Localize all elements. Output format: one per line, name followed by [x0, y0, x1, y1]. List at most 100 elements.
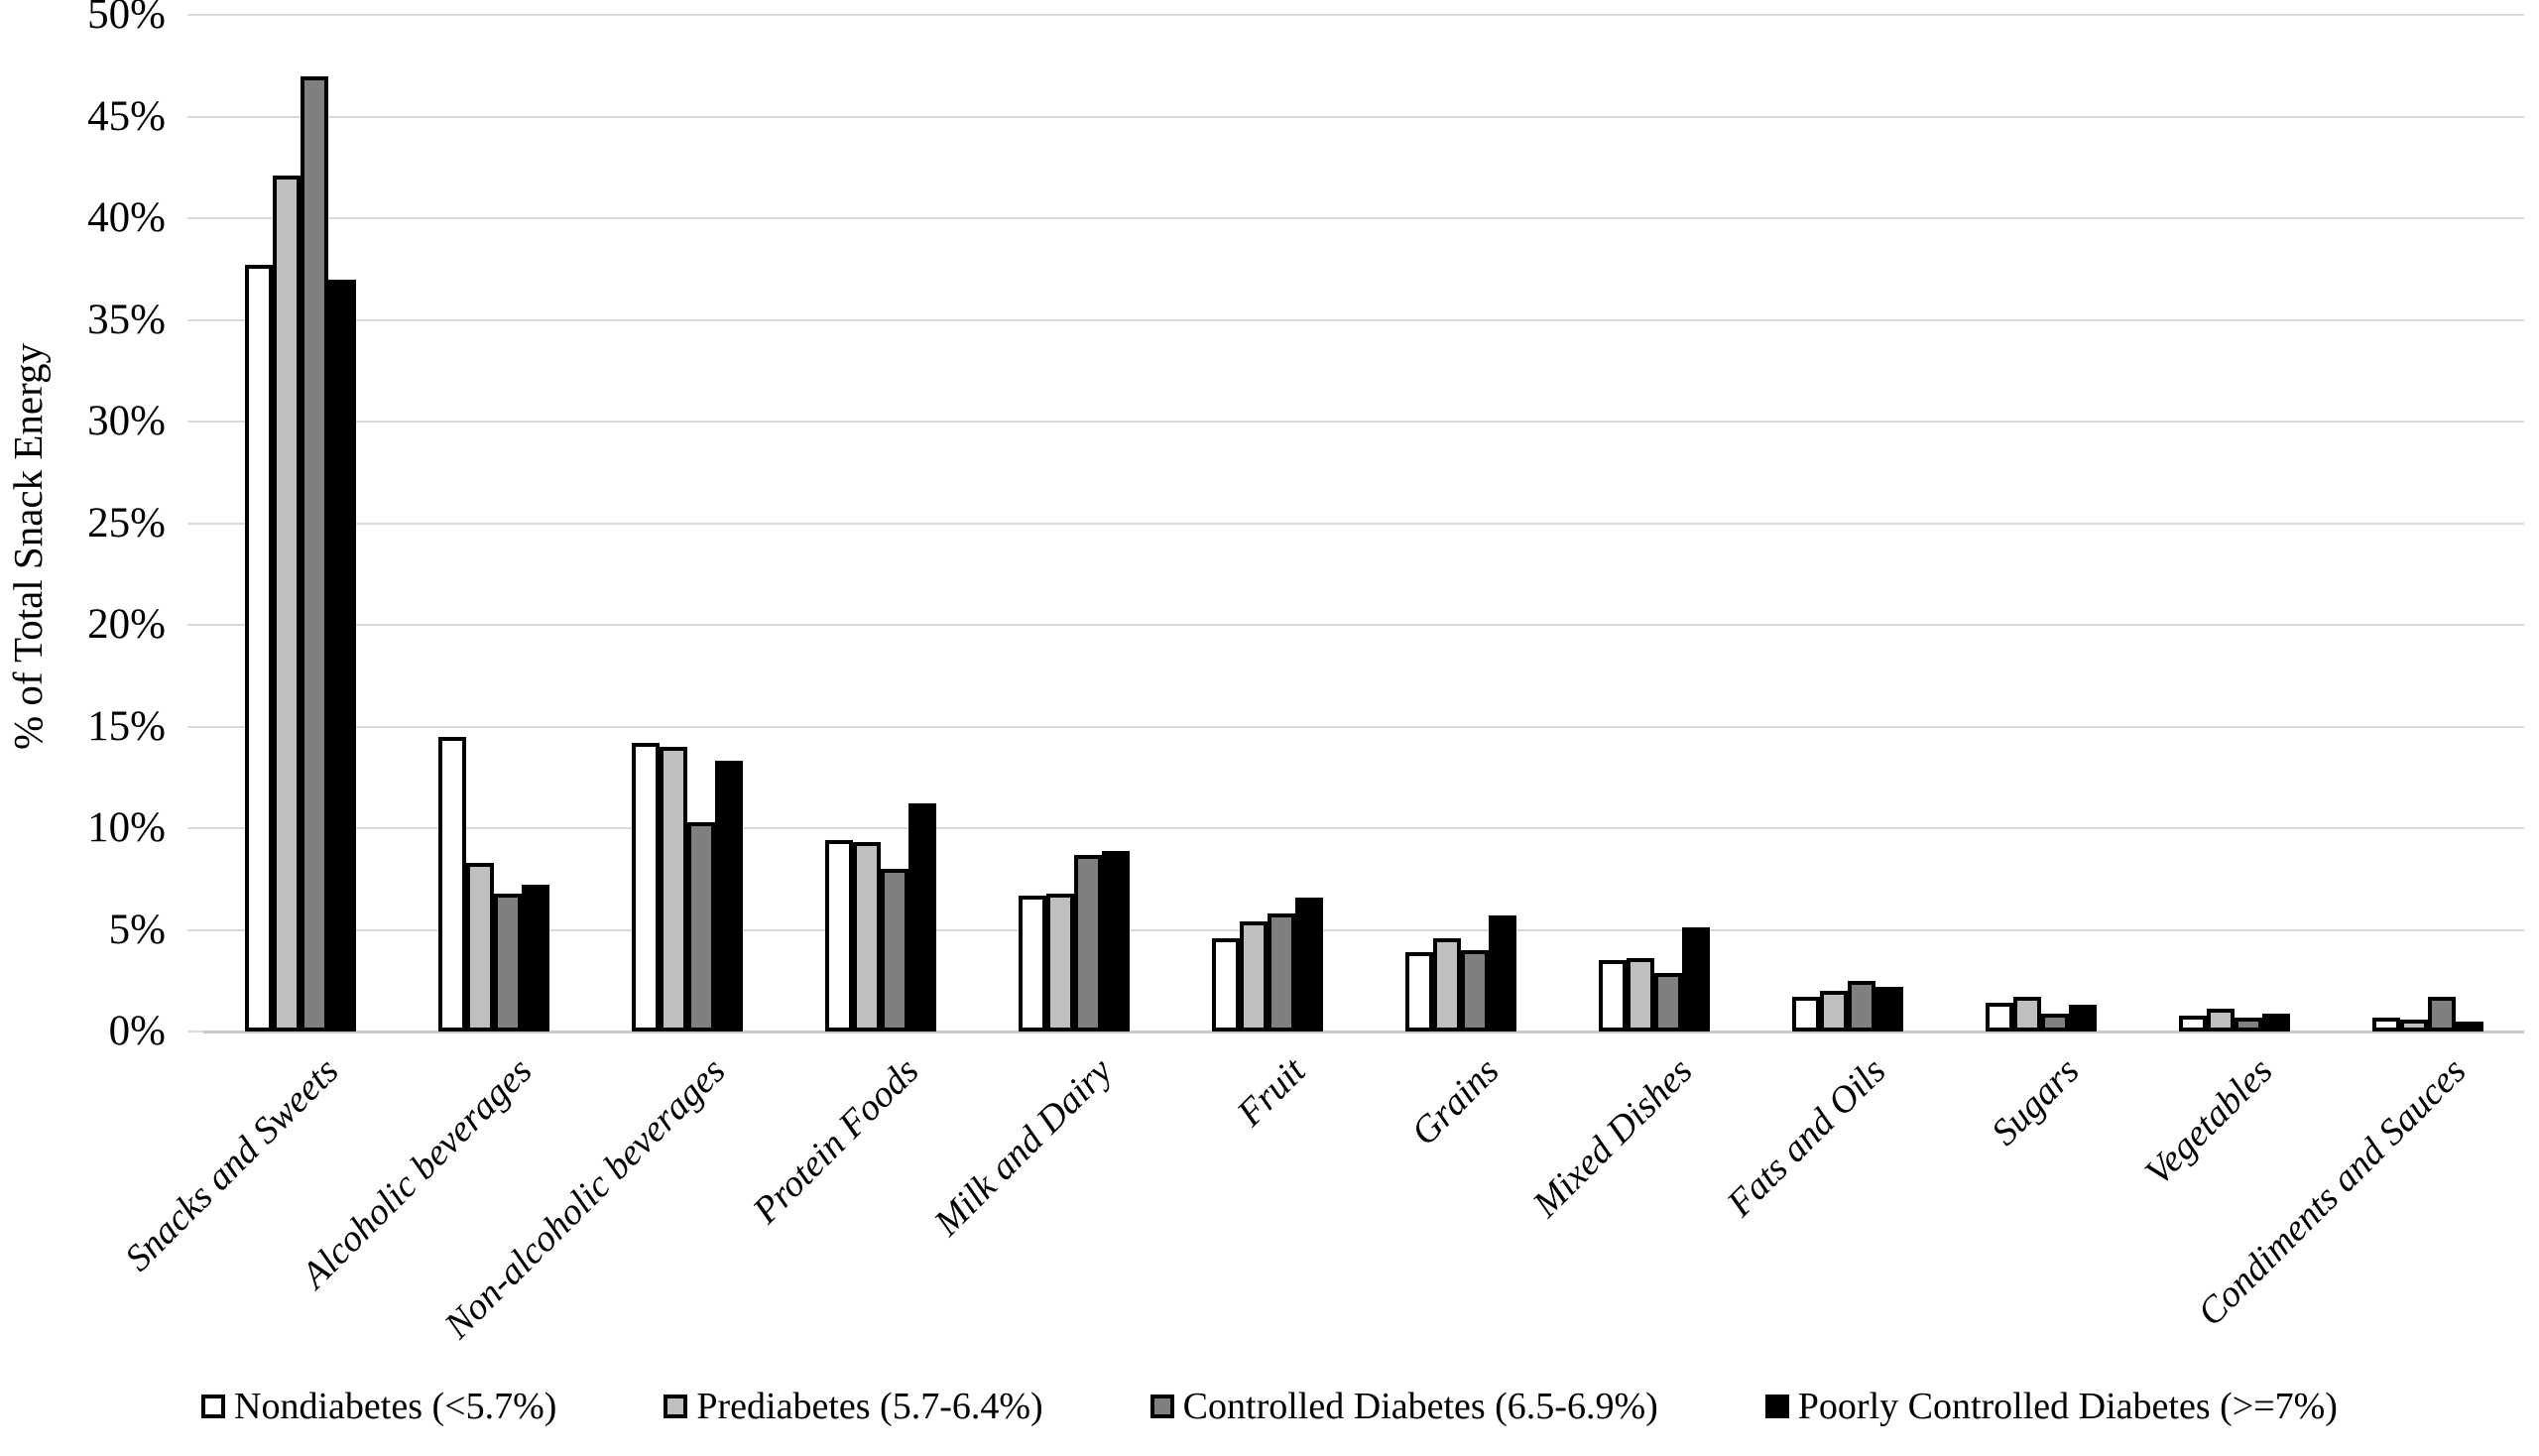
- bar: [1847, 980, 1875, 1031]
- bar: [2261, 1013, 2290, 1031]
- bar: [493, 893, 522, 1031]
- legend-item: Controlled Diabetes (6.5-6.9%): [1149, 1385, 1658, 1428]
- bar: [686, 821, 715, 1031]
- y-tick-mark: [187, 928, 203, 931]
- legend-marker: [664, 1395, 688, 1418]
- bar: [824, 840, 853, 1031]
- bar: [1239, 921, 1268, 1031]
- y-tick-mark: [187, 827, 203, 829]
- bar: [1018, 895, 1046, 1031]
- y-tick-label: 15%: [87, 702, 166, 750]
- bar: [2178, 1015, 2207, 1031]
- bar: [2399, 1019, 2428, 1031]
- legend-item: Prediabetes (5.7-6.4%): [664, 1385, 1043, 1428]
- x-category-label: Mixed Dishes: [1524, 1049, 1700, 1226]
- bar: [852, 842, 881, 1031]
- legend-item: Nondiabetes (<5.7%): [201, 1385, 556, 1428]
- bar: [1267, 913, 1295, 1031]
- bar: [2040, 1013, 2069, 1031]
- x-category-label: Milk and Dairy: [925, 1049, 1120, 1245]
- bar: [1045, 893, 1074, 1031]
- plot-area: [203, 14, 2524, 1033]
- bar: [1211, 937, 1240, 1031]
- bar: [244, 265, 273, 1031]
- y-tick-label: 40%: [87, 194, 166, 241]
- y-tick-label: 35%: [87, 296, 166, 343]
- y-tick-mark: [187, 522, 203, 525]
- bar: [2371, 1017, 2400, 1031]
- gridline: [203, 217, 2524, 219]
- legend-marker: [1764, 1395, 1789, 1418]
- x-category-label: Grains: [1402, 1049, 1507, 1154]
- bar: [327, 279, 356, 1031]
- bar: [2012, 997, 2041, 1031]
- gridline: [203, 725, 2524, 728]
- bar: [1626, 958, 1654, 1031]
- bar: [1681, 927, 1710, 1031]
- y-tick-label: 0%: [108, 1008, 166, 1054]
- bar: [1488, 915, 1516, 1031]
- bar: [1432, 937, 1461, 1031]
- gridline: [203, 318, 2524, 321]
- bar: [272, 175, 301, 1031]
- legend-label: Controlled Diabetes (6.5-6.9%): [1182, 1386, 1658, 1427]
- y-tick-mark: [187, 421, 203, 423]
- y-tick-label: 25%: [87, 499, 166, 546]
- y-tick-mark: [187, 217, 203, 219]
- y-tick-label: 50%: [87, 0, 166, 38]
- gridline: [203, 115, 2524, 118]
- x-category-label: Sugars: [1983, 1049, 2087, 1154]
- y-tick-label: 30%: [87, 398, 166, 444]
- bar: [437, 736, 466, 1031]
- gridline: [203, 522, 2524, 525]
- bar: [1874, 986, 1903, 1031]
- gridline: [203, 827, 2524, 829]
- bar: [880, 869, 908, 1031]
- bar: [631, 742, 660, 1031]
- legend-label: Poorly Controlled Diabetes (>=7%): [1797, 1386, 2338, 1427]
- y-tick-label: 20%: [87, 601, 166, 648]
- legend-label: Prediabetes (5.7-6.4%): [696, 1386, 1043, 1427]
- y-tick-mark: [187, 1031, 203, 1032]
- bar: [907, 803, 936, 1031]
- bar: [2068, 1005, 2097, 1031]
- gridline: [203, 14, 2524, 16]
- bar: [1460, 950, 1489, 1031]
- bar: [2206, 1009, 2235, 1031]
- y-tick-mark: [187, 725, 203, 728]
- bar: [1985, 1003, 2013, 1031]
- bar: [300, 75, 328, 1031]
- y-tick-label: 45%: [87, 92, 166, 140]
- bar: [465, 862, 494, 1031]
- bar: [1819, 991, 1848, 1031]
- bar: [1598, 960, 1627, 1031]
- bar: [2455, 1021, 2483, 1031]
- legend-label: Nondiabetes (<5.7%): [234, 1386, 557, 1427]
- legend: Nondiabetes (<5.7%) Prediabetes (5.7-6.4%…: [0, 1385, 2539, 1428]
- bar: [1294, 897, 1323, 1031]
- x-axis-line: [203, 1031, 2524, 1033]
- x-category-label: Vegetables: [2136, 1049, 2280, 1194]
- bar: [521, 885, 549, 1031]
- bar: [1653, 972, 1682, 1031]
- bar: [1404, 952, 1433, 1031]
- bar: [2427, 997, 2456, 1031]
- bar: [2234, 1017, 2262, 1031]
- y-tick-mark: [187, 318, 203, 321]
- bar: [1073, 854, 1102, 1031]
- y-tick-mark: [187, 115, 203, 118]
- y-tick-label: 5%: [108, 906, 166, 953]
- x-category-label: Fats and Oils: [1718, 1049, 1893, 1225]
- gridline: [203, 928, 2524, 931]
- bar: [714, 761, 743, 1031]
- bar: [1101, 850, 1130, 1031]
- gridline: [203, 421, 2524, 423]
- bar: [659, 747, 687, 1031]
- legend-item: Poorly Controlled Diabetes (>=7%): [1764, 1385, 2338, 1428]
- legend-marker: [201, 1395, 226, 1418]
- y-tick-mark: [187, 624, 203, 626]
- y-tick-label: 10%: [87, 804, 166, 851]
- x-category-label: Fruit: [1228, 1049, 1313, 1135]
- bar: [1791, 997, 1820, 1031]
